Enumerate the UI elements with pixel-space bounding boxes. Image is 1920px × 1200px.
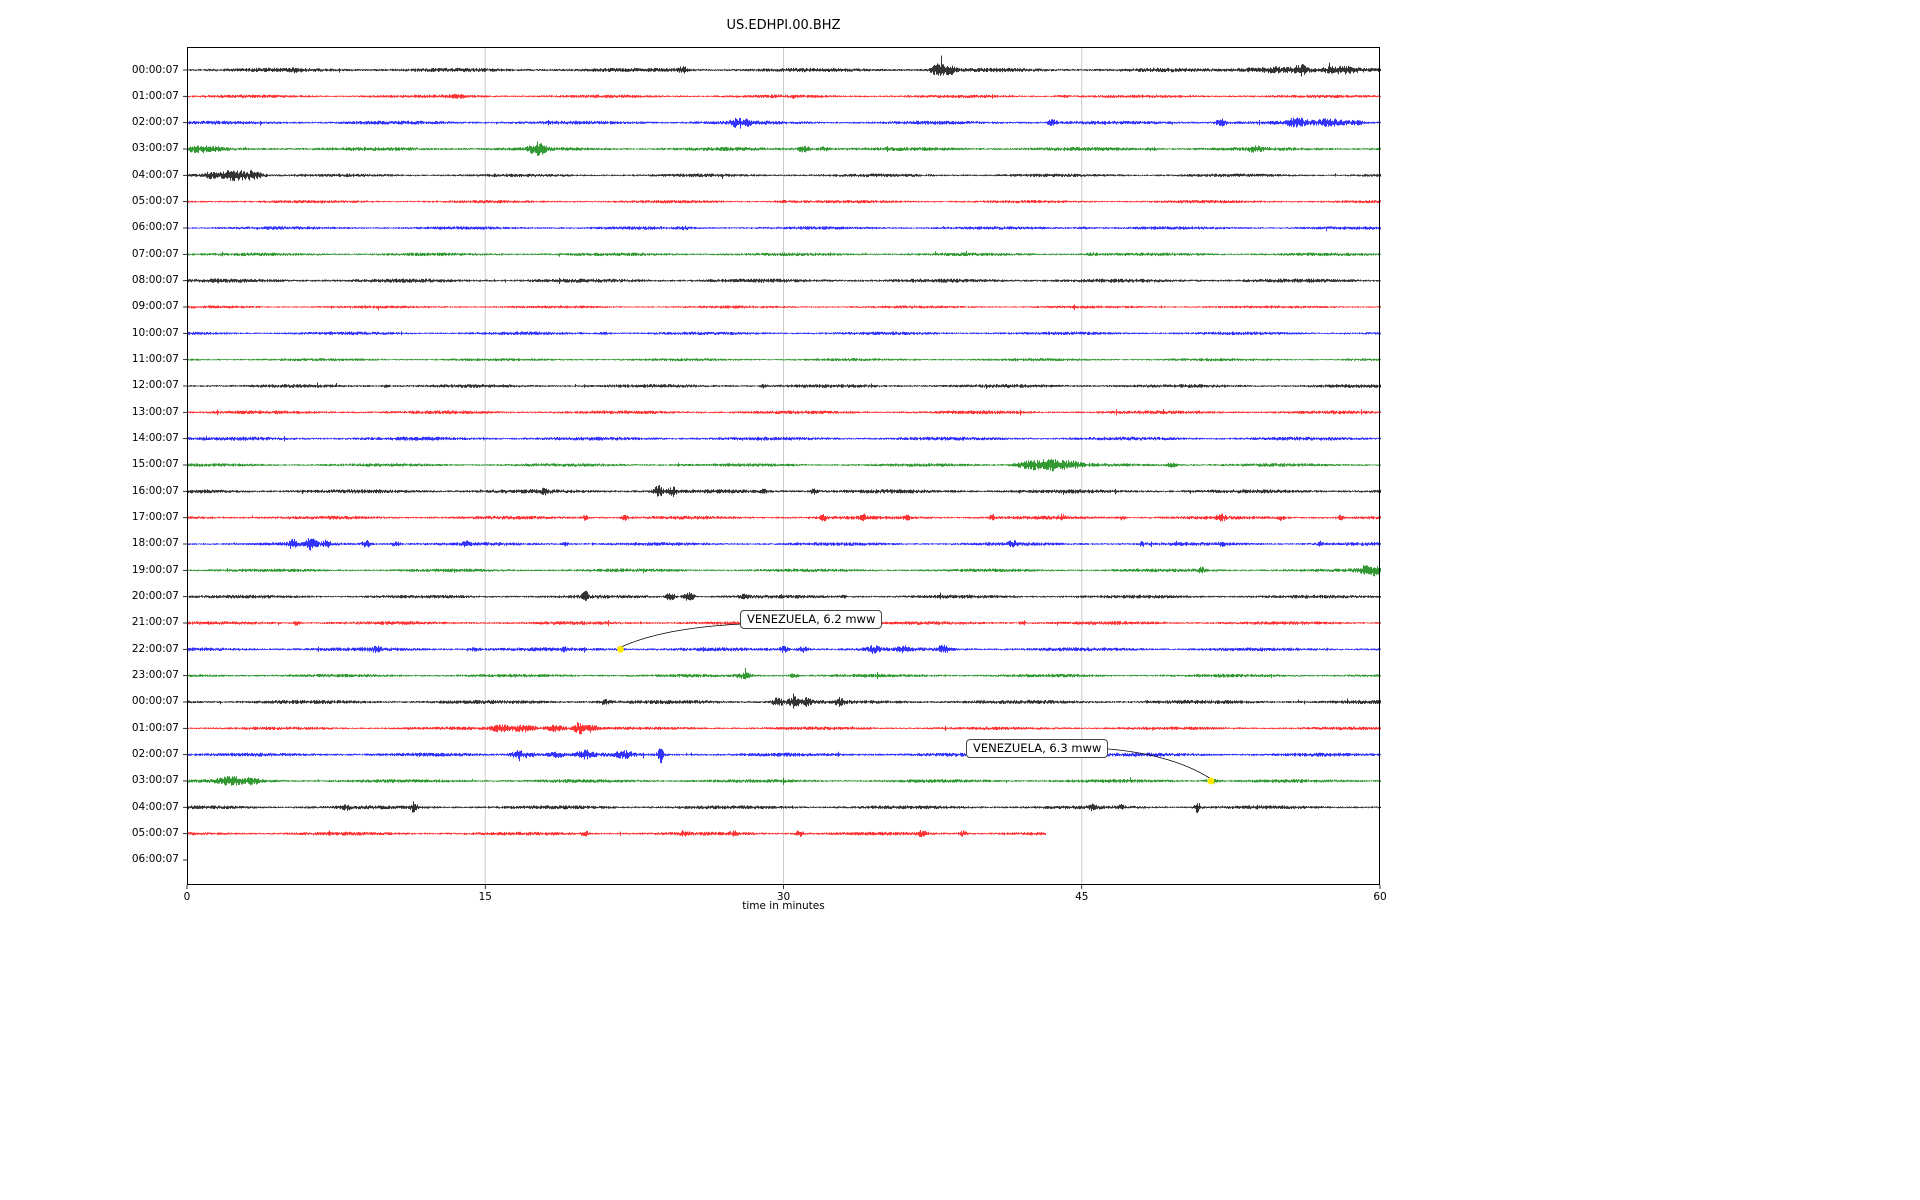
row-time-label: 13:00:07 (131, 405, 179, 418)
row-time-label: 12:00:07 (131, 379, 179, 392)
row-time-label: 14:00:07 (131, 432, 179, 445)
row-time-label: 02:00:07 (131, 748, 179, 761)
row-time-label: 17:00:07 (131, 511, 179, 524)
row-time-label: 06:00:07 (131, 853, 179, 866)
x-axis-label: time in minutes (742, 900, 825, 912)
row-time-label: 01:00:07 (131, 721, 179, 734)
row-time-label: 00:00:07 (131, 63, 179, 76)
row-time-label: 15:00:07 (131, 458, 179, 471)
row-time-label: 18:00:07 (131, 537, 179, 550)
row-time-label: 20:00:07 (131, 590, 179, 603)
row-time-label: 22:00:07 (131, 642, 179, 655)
row-time-label: 03:00:07 (131, 142, 179, 155)
row-time-label: 09:00:07 (131, 300, 179, 313)
row-time-label: 02:00:07 (131, 116, 179, 129)
row-time-label: 23:00:07 (131, 669, 179, 682)
x-tick-label: 0 (183, 891, 191, 903)
x-tick-label: 60 (1373, 891, 1387, 903)
x-tick-label: 15 (478, 891, 492, 903)
row-time-label: 11:00:07 (131, 353, 179, 366)
x-tick-label: 45 (1075, 891, 1089, 903)
row-time-label: 05:00:07 (131, 827, 179, 840)
row-time-label: 03:00:07 (131, 774, 179, 787)
row-time-label: 04:00:07 (131, 168, 179, 181)
event-annotation-label: VENEZUELA, 6.3 mww (966, 739, 1109, 758)
row-time-label: 08:00:07 (131, 274, 179, 287)
row-time-label: 07:00:07 (131, 247, 179, 260)
row-time-label: 00:00:07 (131, 695, 179, 708)
row-time-label: 04:00:07 (131, 800, 179, 813)
row-time-label: 10:00:07 (131, 326, 179, 339)
row-time-label: 05:00:07 (131, 195, 179, 208)
row-time-label: 19:00:07 (131, 563, 179, 576)
x-tick-label: 30 (776, 891, 791, 903)
event-annotation-label: VENEZUELA, 6.2 mww (740, 610, 883, 629)
row-time-label: 01:00:07 (131, 89, 179, 102)
row-time-label: 16:00:07 (131, 484, 179, 497)
row-time-label: 06:00:07 (131, 221, 179, 234)
row-time-label: 21:00:07 (131, 616, 179, 629)
